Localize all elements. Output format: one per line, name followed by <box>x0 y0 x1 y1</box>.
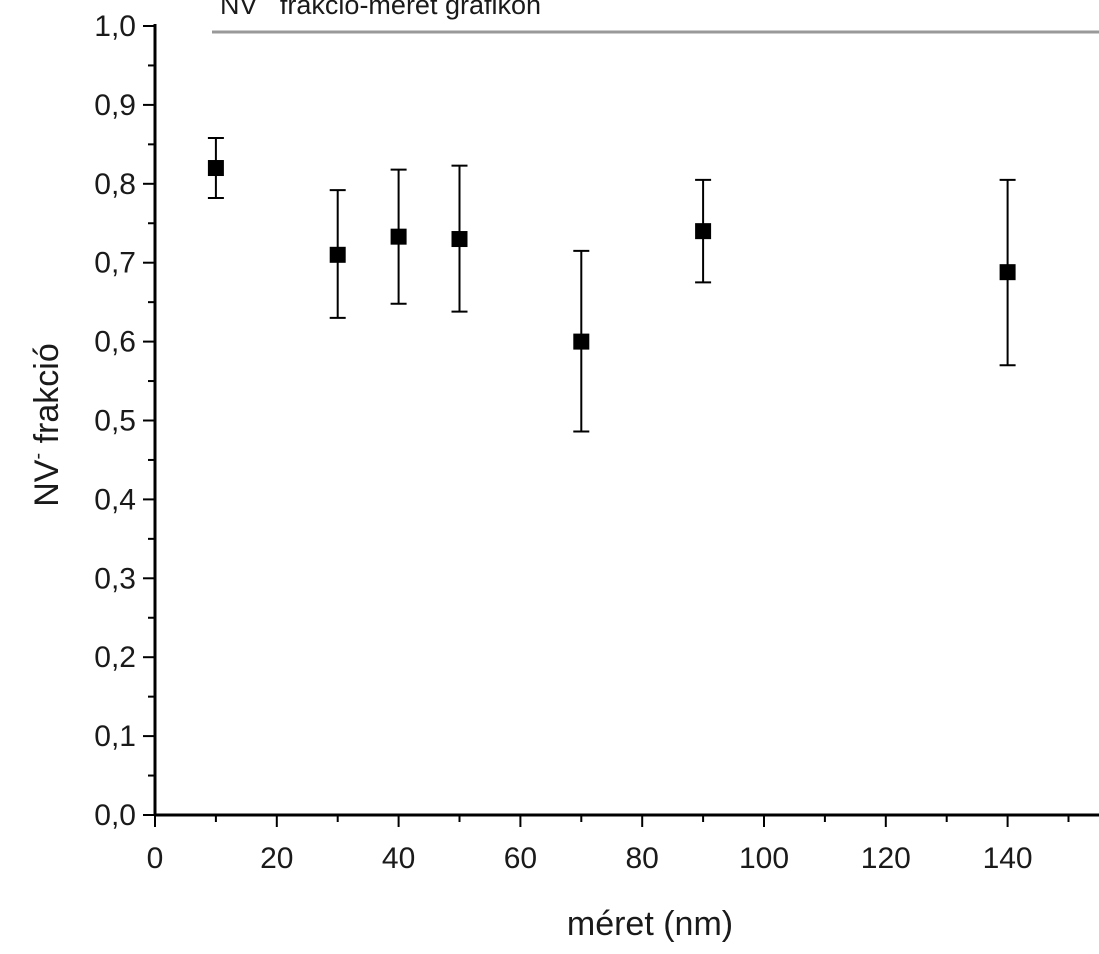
axes <box>153 24 1099 817</box>
y-tick-label: 0,7 <box>94 247 136 280</box>
y-tick-label: 0,1 <box>94 720 136 753</box>
y-axis-title-superscript: - <box>27 453 49 460</box>
x-tick-label: 120 <box>861 842 911 875</box>
y-axis-title-main: NV <box>28 459 66 507</box>
data-markers <box>207 160 1016 350</box>
y-tick-label: 0,0 <box>94 799 136 832</box>
y-tick-label: 1,0 <box>94 10 136 43</box>
x-tick-label: 20 <box>260 842 293 875</box>
y-tick-label: 0,9 <box>94 89 136 122</box>
y-tick-label: 0,8 <box>94 168 136 201</box>
y-tick-label: 0,6 <box>94 326 136 359</box>
data-point-marker <box>451 231 468 248</box>
y-axis-ticks: 0,0 0,1 0,2 0,3 0,4 0,5 0,6 0,7 0,8 0,9 1,0 <box>94 10 155 832</box>
data-point-marker <box>207 160 224 177</box>
x-axis-title: méret (nm) <box>567 905 733 943</box>
x-tick-label: 60 <box>504 842 537 875</box>
data-point-marker <box>329 246 346 263</box>
chart-title: NV¯ frakció-méret grafikon <box>220 0 541 20</box>
x-tick-label: 80 <box>626 842 659 875</box>
data-point-marker <box>695 223 712 240</box>
x-axis-ticks: 0 20 40 60 80 100 120 140 <box>147 815 1070 875</box>
x-tick-label: 140 <box>983 842 1033 875</box>
y-axis-title: NV- frakció <box>27 343 66 507</box>
y-tick-label: 0,4 <box>94 483 136 516</box>
y-tick-label: 0,3 <box>94 562 136 595</box>
x-tick-label: 100 <box>739 842 789 875</box>
x-tick-label: 40 <box>382 842 415 875</box>
data-point-marker <box>999 264 1016 281</box>
x-tick-label: 0 <box>147 842 164 875</box>
y-axis-title-rest: frakció <box>28 343 66 453</box>
data-point-marker <box>573 333 590 350</box>
y-tick-label: 0,5 <box>94 405 136 438</box>
error-bars <box>207 137 1016 433</box>
data-point-marker <box>390 228 407 245</box>
y-tick-label: 0,2 <box>94 641 136 674</box>
